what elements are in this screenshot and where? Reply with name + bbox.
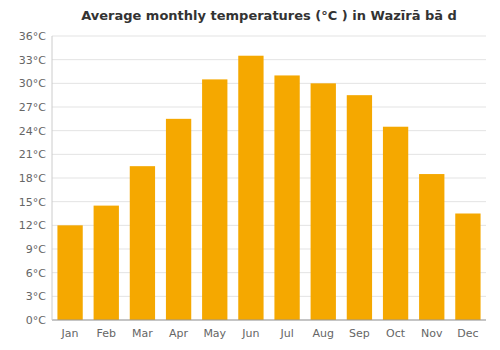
grid-line — [52, 154, 486, 155]
bar — [238, 56, 263, 320]
y-tick-label: 12°C — [19, 219, 46, 232]
chart-svg: Average monthly temperatures (°C ) in Wa… — [0, 0, 500, 350]
x-tick-label: Oct — [386, 327, 406, 340]
bar — [94, 206, 119, 320]
bar — [455, 214, 480, 321]
grid-line — [52, 107, 486, 108]
x-tick-label: Jul — [279, 327, 293, 340]
y-tick-label: 0°C — [26, 314, 46, 327]
x-axis-line — [52, 320, 486, 321]
grid — [52, 36, 486, 320]
y-tick-label: 33°C — [19, 54, 46, 67]
y-tick-label: 6°C — [26, 267, 46, 280]
y-tick-label: 27°C — [19, 101, 46, 114]
x-tick-label: Apr — [169, 327, 189, 340]
bar — [202, 79, 227, 320]
y-tick-label: 15°C — [19, 196, 46, 209]
x-tick-label: Feb — [97, 327, 116, 340]
x-tick-label: May — [203, 327, 226, 340]
bar — [130, 166, 155, 320]
bar — [311, 83, 336, 320]
bars — [57, 56, 480, 320]
bar — [419, 174, 444, 320]
x-tick-label: Mar — [132, 327, 153, 340]
y-axis-line — [52, 36, 53, 320]
y-tick-label: 3°C — [26, 290, 46, 303]
title: Average monthly temperatures (°C ) in Wa… — [81, 8, 457, 23]
y-tick-label: 21°C — [19, 148, 46, 161]
bar — [166, 119, 191, 320]
x-tick-label: Aug — [313, 327, 334, 340]
grid-line — [52, 320, 486, 321]
grid-line — [52, 130, 486, 131]
y-tick-label: 30°C — [19, 77, 46, 90]
bar — [57, 225, 82, 320]
bar — [347, 95, 372, 320]
bar — [383, 127, 408, 320]
x-tick-label: Jun — [241, 327, 259, 340]
y-tick-label: 18°C — [19, 172, 46, 185]
grid-line — [52, 59, 486, 60]
x-tick-label: Sep — [349, 327, 370, 340]
y-tick-label: 24°C — [19, 125, 46, 138]
y-tick-label: 36°C — [19, 30, 46, 43]
bar — [274, 75, 299, 320]
grid-line — [52, 36, 486, 37]
grid-line — [52, 83, 486, 84]
x-tick-label: Nov — [421, 327, 443, 340]
x-tick-label: Jan — [61, 327, 79, 340]
y-tick-label: 9°C — [26, 243, 46, 256]
x-tick-label: Dec — [457, 327, 478, 340]
chart-container: Average monthly temperatures (°C ) in Wa… — [0, 0, 500, 350]
